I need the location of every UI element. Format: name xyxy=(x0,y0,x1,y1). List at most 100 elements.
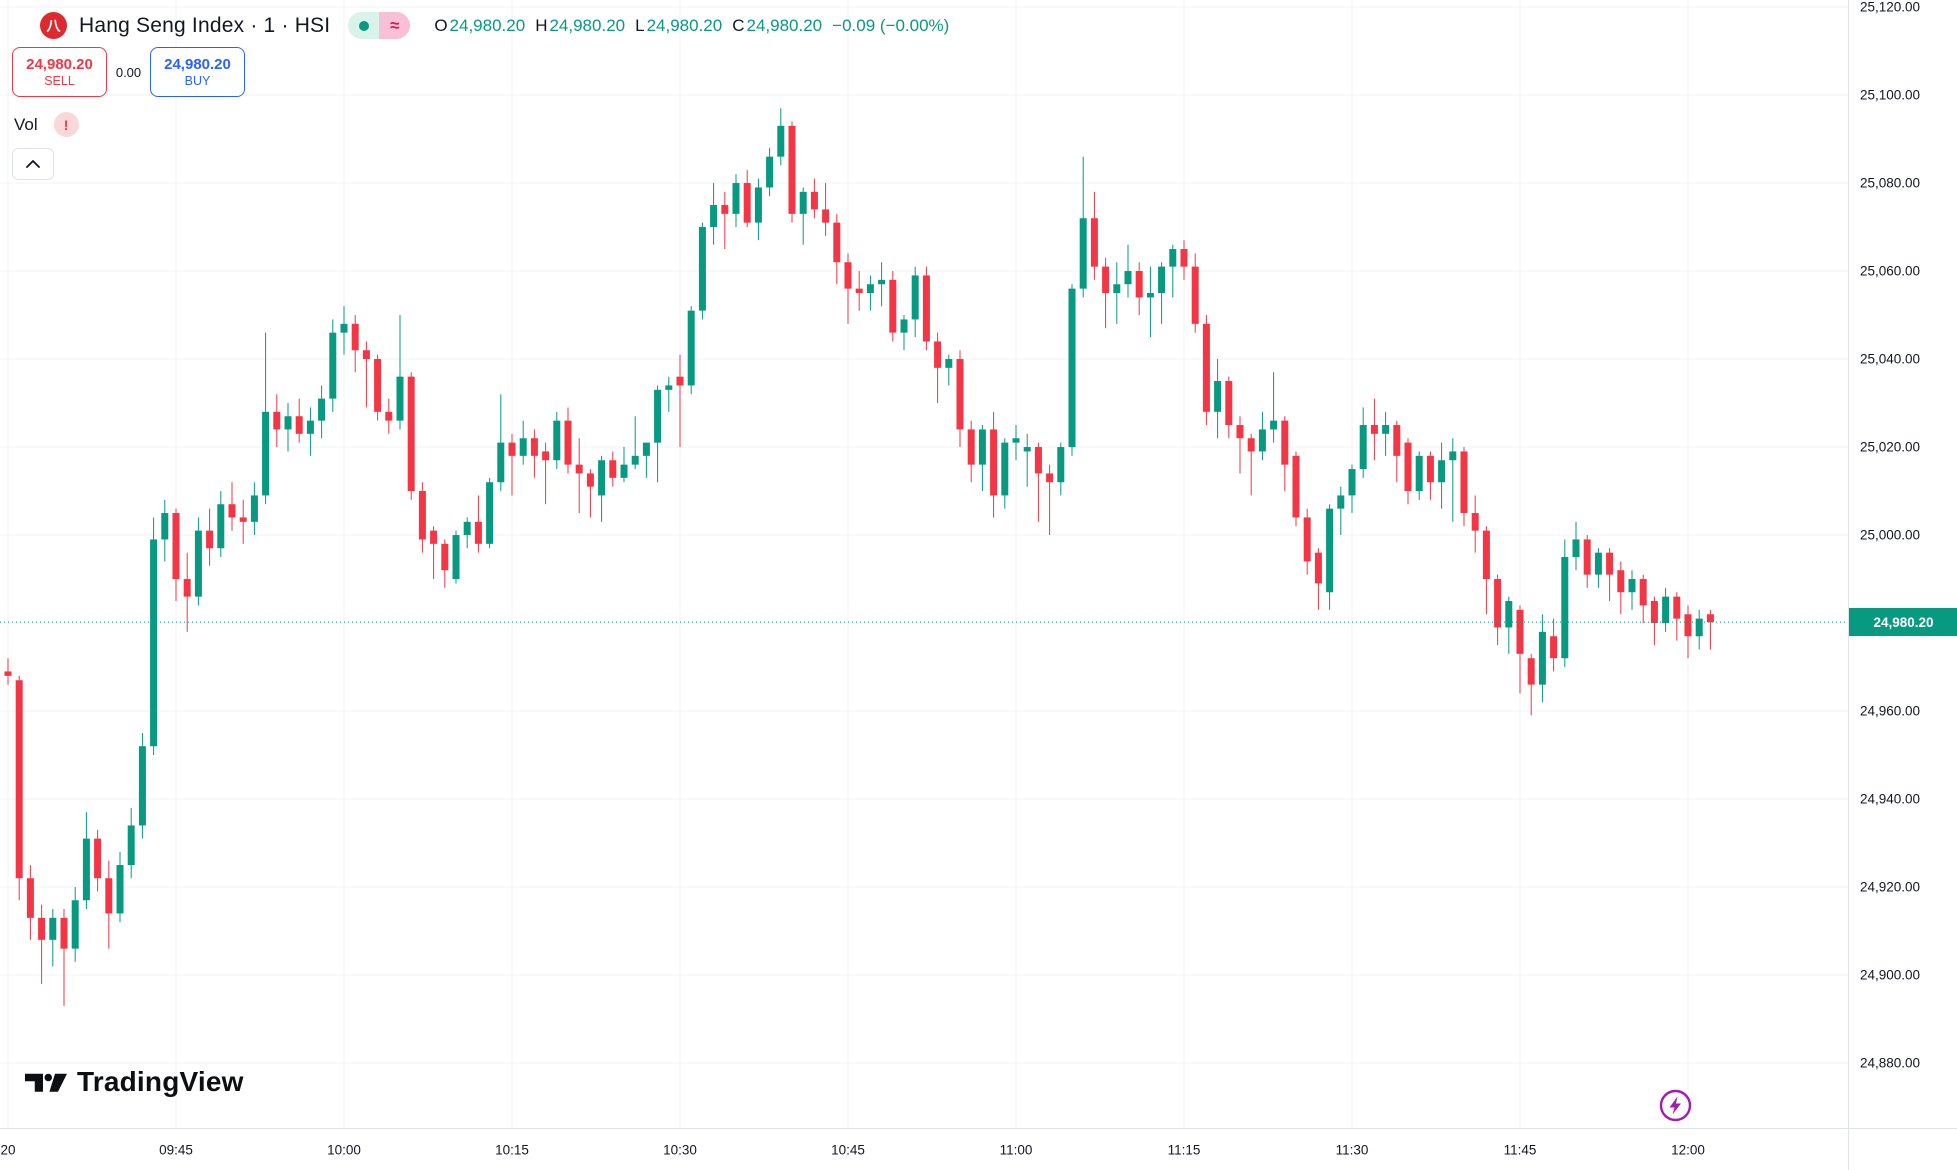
price-axis-label: 25,040.00 xyxy=(1860,351,1921,367)
candle-body xyxy=(150,539,158,747)
collapse-legend-button[interactable] xyxy=(12,148,54,180)
time-axis-label: 10:45 xyxy=(831,1142,865,1158)
candle-body xyxy=(945,359,953,368)
time-axis-label: 12:00 xyxy=(1671,1142,1705,1158)
open-label: O xyxy=(434,15,448,35)
time-axis-label: 11:00 xyxy=(999,1142,1033,1158)
axis-corner xyxy=(1848,1128,1957,1170)
candle-body xyxy=(329,332,337,399)
volume-indicator-row: Vol ! xyxy=(14,112,79,137)
candle-body xyxy=(810,191,818,210)
time-axis[interactable]: 20 09:45 10:00 10:15 10:30 10:45 11:00 11:15 11:… xyxy=(0,1128,1848,1170)
candle-body xyxy=(1382,425,1390,434)
candle-body xyxy=(1438,460,1446,483)
candle-body xyxy=(1012,438,1020,443)
candle-body xyxy=(967,429,975,465)
high-label: H xyxy=(535,15,548,35)
sell-button[interactable]: 24,980.20 SELL xyxy=(12,47,107,97)
candle-body xyxy=(721,205,729,214)
candle-body xyxy=(441,543,449,571)
candle-body xyxy=(1001,442,1009,496)
candle-body xyxy=(866,284,874,294)
price-axis-label: 24,920.00 xyxy=(1860,879,1921,895)
high-value: 24,980.20 xyxy=(549,15,626,35)
buy-button[interactable]: 24,980.20 BUY xyxy=(150,47,245,97)
candle-body xyxy=(217,504,225,549)
candle-body xyxy=(1527,658,1535,685)
candle-body xyxy=(586,473,594,487)
candle-body xyxy=(1695,618,1703,637)
candle-body xyxy=(1034,447,1042,474)
close-label: C xyxy=(732,15,745,35)
candle-body xyxy=(1146,293,1154,298)
candle-body xyxy=(743,183,751,223)
candlestick-chart[interactable] xyxy=(0,0,1848,1128)
candle-body xyxy=(1684,614,1692,637)
candle-body xyxy=(799,191,807,214)
candle-body xyxy=(911,275,919,320)
close-value: 24,980.20 xyxy=(746,15,823,35)
candle-body xyxy=(318,398,326,421)
candle-body xyxy=(362,350,370,360)
candle-body xyxy=(1169,249,1177,267)
candle-body xyxy=(654,389,662,443)
candle-body xyxy=(1706,614,1714,623)
candle-body xyxy=(1337,495,1345,509)
volume-label[interactable]: Vol xyxy=(14,114,38,134)
candle-body xyxy=(1270,420,1278,430)
candle-body xyxy=(474,521,482,544)
price-axis-label: 25,020.00 xyxy=(1860,439,1921,455)
candle-body xyxy=(553,420,561,461)
candle-body xyxy=(262,411,270,496)
candle-body xyxy=(463,521,471,536)
candle-body xyxy=(228,504,236,518)
candle-body xyxy=(1572,539,1580,558)
candle-body xyxy=(934,341,942,368)
candle-body xyxy=(1202,323,1210,412)
candle-body xyxy=(418,491,426,540)
candle-body xyxy=(407,376,415,492)
candle-body xyxy=(94,838,102,879)
candle-body xyxy=(1617,570,1625,593)
candle-body xyxy=(26,878,34,918)
market-status-pill[interactable]: ≈ xyxy=(348,12,411,39)
candle-body xyxy=(676,376,684,386)
price-axis[interactable]: 24,980.20 25,120.00 25,100.00 25,080.00 25,… xyxy=(1848,0,1957,1128)
candle-body xyxy=(687,310,695,386)
candle-body xyxy=(1124,271,1132,285)
candle-body xyxy=(1494,579,1502,628)
time-axis-label: 10:15 xyxy=(495,1142,529,1158)
candle-body xyxy=(922,275,930,342)
chart-plot-area[interactable] xyxy=(0,0,1848,1128)
price-axis-label: 24,880.00 xyxy=(1860,1055,1921,1071)
candle-body xyxy=(822,209,830,223)
candle-body xyxy=(1460,451,1468,514)
candle-body xyxy=(239,517,247,522)
warning-icon[interactable]: ! xyxy=(53,112,79,137)
candle-body xyxy=(497,442,505,483)
candle-body xyxy=(161,513,169,540)
candle-body xyxy=(273,411,281,430)
time-axis-label: 20 xyxy=(0,1142,16,1158)
candle-body xyxy=(878,279,886,285)
chart-legend: 八 Hang Seng Index · 1 · HSI ≈ O 24,980.20… xyxy=(40,12,949,39)
price-axis-label: 25,080.00 xyxy=(1860,175,1921,191)
candle-body xyxy=(1583,539,1591,575)
candle-body xyxy=(1158,266,1166,294)
candle-body xyxy=(844,262,852,289)
candle-body xyxy=(710,205,718,228)
price-axis-label: 24,960.00 xyxy=(1860,703,1921,719)
candle-body xyxy=(1258,429,1266,452)
candle-body xyxy=(172,513,180,580)
candle-body xyxy=(777,125,785,157)
candle-body xyxy=(698,227,706,311)
tradingview-logo[interactable]: TradingView xyxy=(25,1066,244,1098)
candle-body xyxy=(766,156,774,188)
approx-price-icon: ≈ xyxy=(379,12,411,39)
candle-body xyxy=(900,319,908,333)
symbol-title[interactable]: Hang Seng Index · 1 · HSI xyxy=(79,13,331,37)
candle-body xyxy=(385,411,393,421)
boost-lightning-icon[interactable] xyxy=(1659,1089,1692,1122)
candle-body xyxy=(1247,438,1255,452)
candle-body xyxy=(306,420,314,434)
